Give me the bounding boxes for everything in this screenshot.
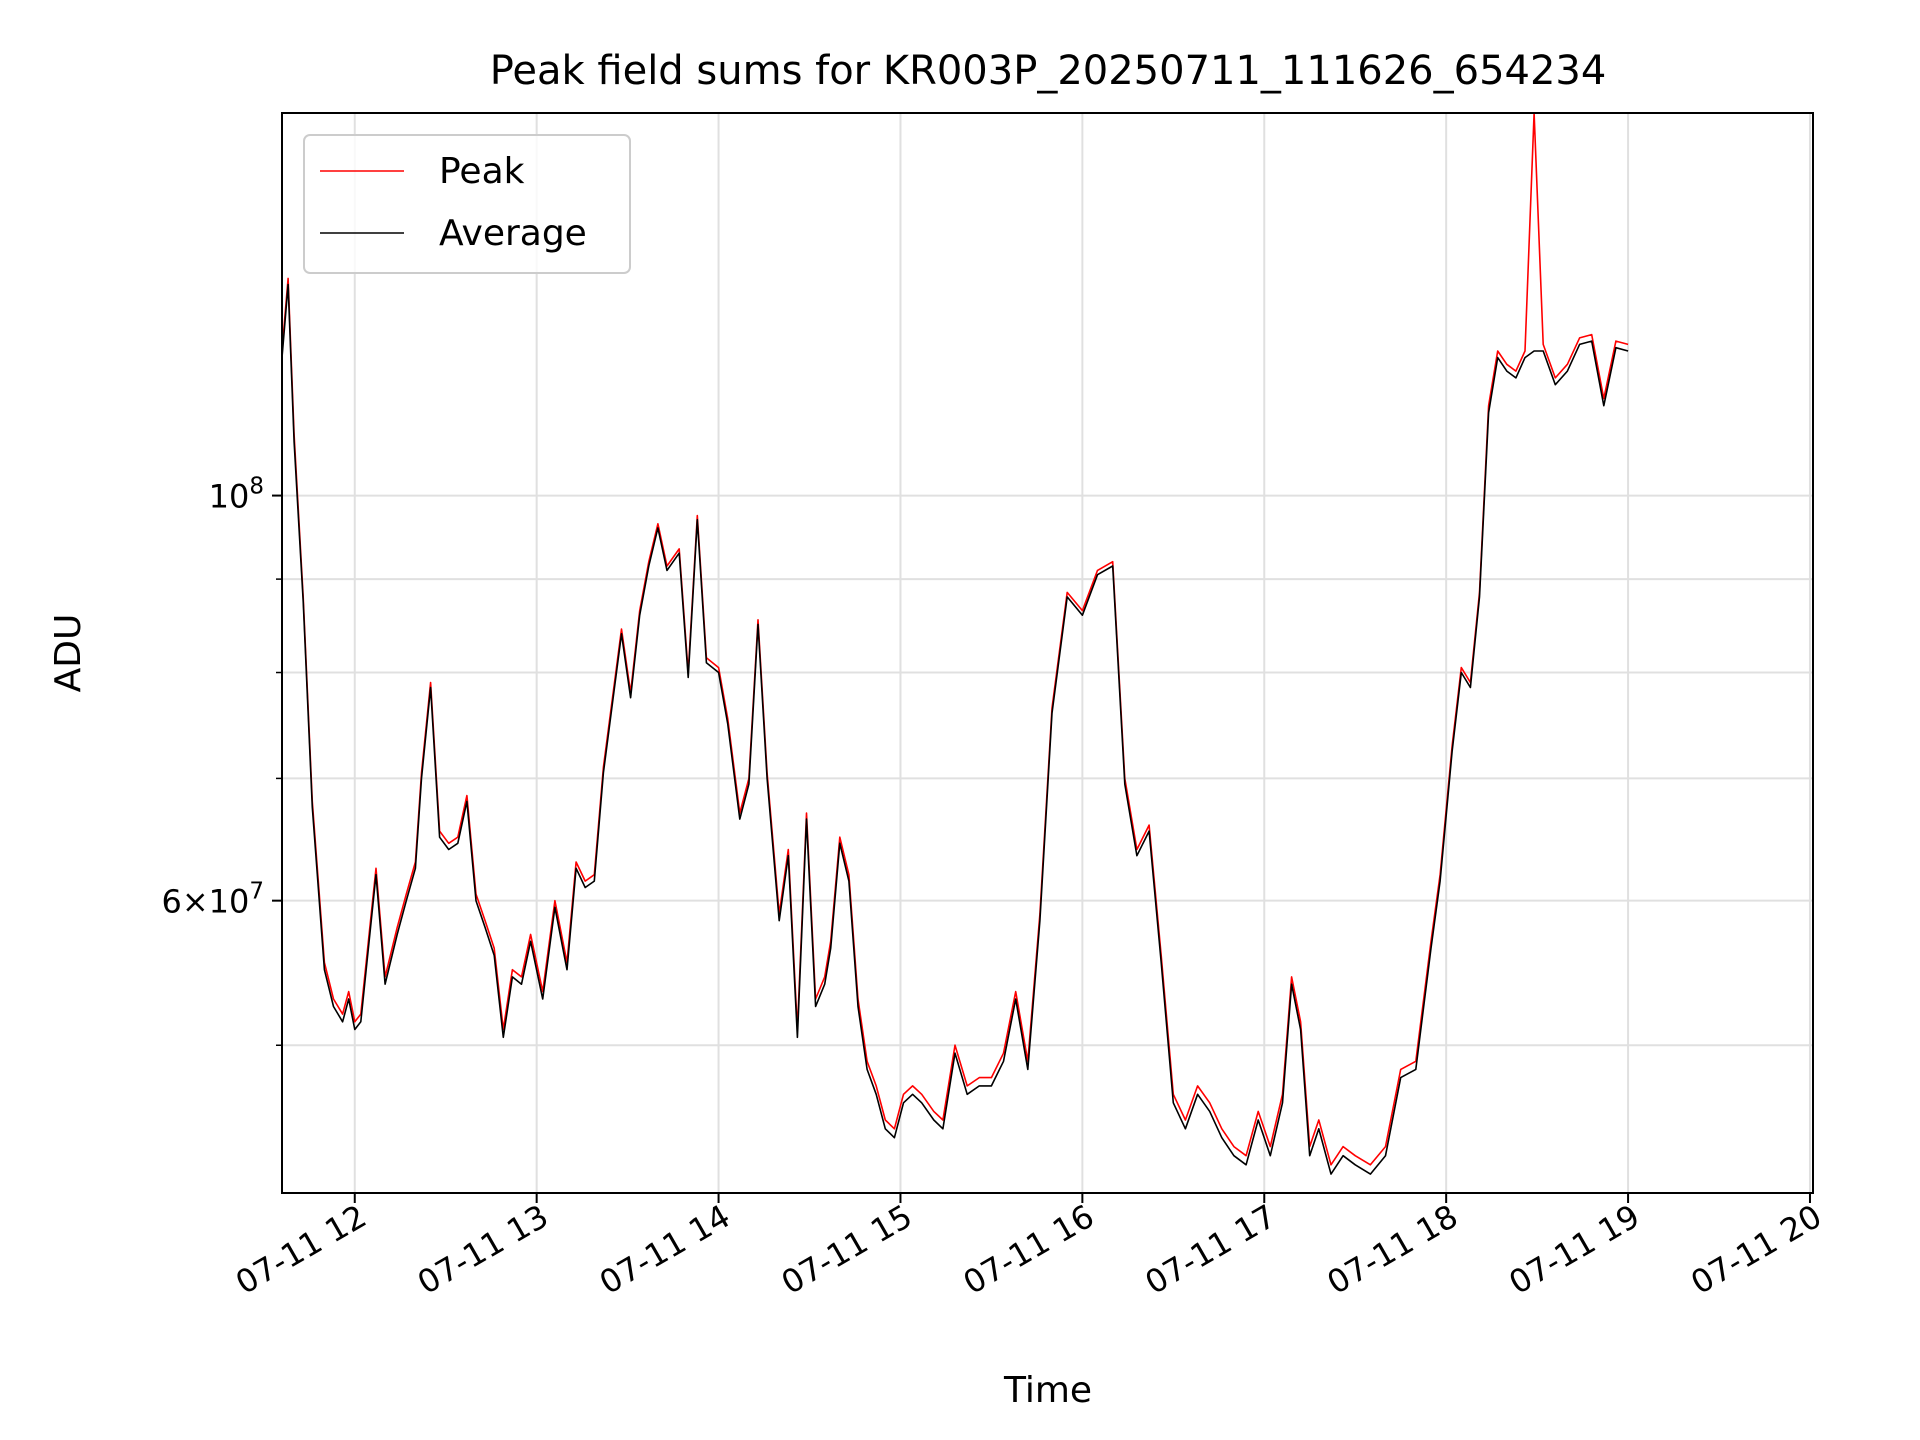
y-tick-label: 6×107 [161, 879, 264, 921]
plot-frame [281, 112, 1814, 1194]
series-line-average [281, 283, 1629, 1175]
legend: Peak Average [303, 134, 631, 274]
series-line-peak [281, 112, 1629, 1166]
y-axis: 6×107 108 [161, 474, 282, 1046]
legend-label-peak: Peak [439, 151, 525, 192]
y-axis-label: ADU [48, 614, 89, 693]
plot-lines [281, 112, 1629, 1175]
legend-box [303, 134, 631, 274]
legend-label-average: Average [439, 213, 587, 254]
x-axis-label: Time [1003, 1370, 1092, 1411]
y-tick-label: 108 [209, 474, 264, 516]
chart-title: Peak field sums for KR003P_20250711_1116… [490, 48, 1607, 94]
